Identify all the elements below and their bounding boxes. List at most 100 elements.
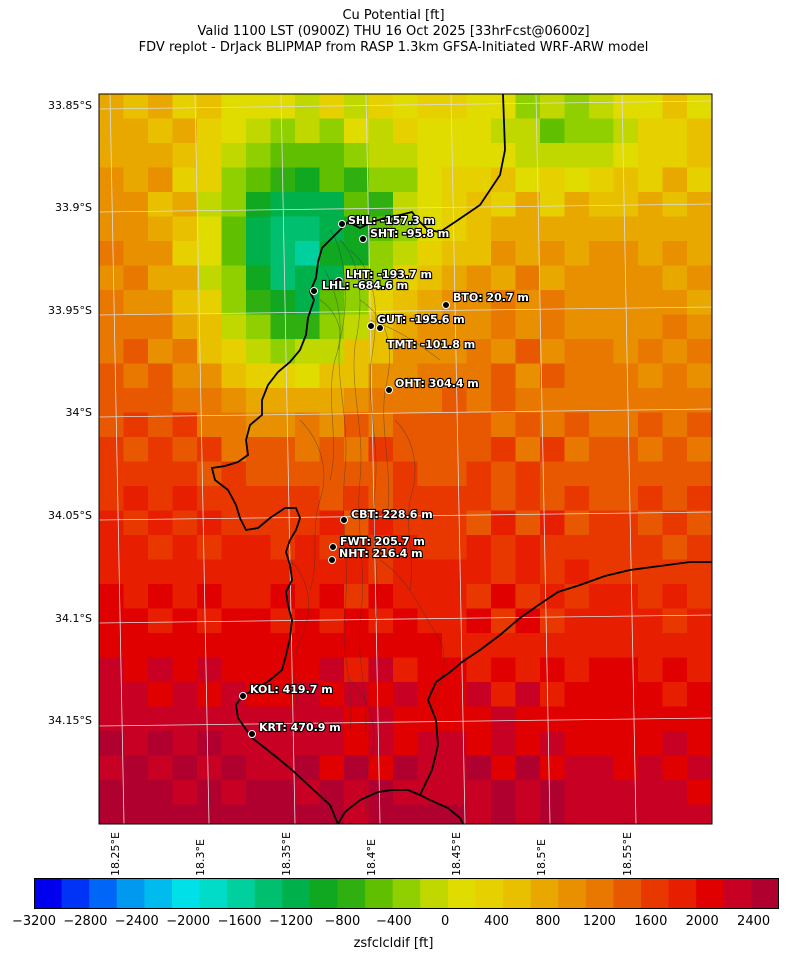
grid-cell xyxy=(564,265,590,291)
grid-cell xyxy=(270,412,296,438)
grid-cell xyxy=(123,167,149,193)
grid-cell xyxy=(564,633,590,658)
grid-cell xyxy=(442,143,467,168)
grid-cell xyxy=(417,118,443,144)
coastline xyxy=(210,93,712,825)
station-marker-shl xyxy=(338,220,346,228)
grid-cell xyxy=(442,633,467,658)
grid-cell xyxy=(417,216,443,242)
grid-cell xyxy=(589,510,614,536)
grid-cell xyxy=(662,314,688,340)
grid-cell xyxy=(368,608,394,634)
lon-tick-label: 18.3°E xyxy=(194,839,207,876)
grid-cell xyxy=(466,363,492,389)
grid-cell xyxy=(344,241,369,266)
grid-cell xyxy=(540,461,565,487)
grid-cell xyxy=(564,486,590,511)
colorbar-swatch xyxy=(282,878,311,909)
grid-cell xyxy=(221,118,247,144)
grid-cell xyxy=(319,682,345,707)
grid-cell xyxy=(417,412,443,438)
colorbar-swatch xyxy=(613,878,642,909)
grid-cell xyxy=(393,363,418,389)
grid-cell xyxy=(270,265,296,291)
grid-cell xyxy=(393,94,418,119)
grid-cell xyxy=(491,706,516,732)
colorbar-swatch xyxy=(254,878,283,909)
grid-cell xyxy=(515,461,541,487)
grid-cell xyxy=(687,118,712,144)
grid-cell xyxy=(466,437,492,462)
grid-cell xyxy=(172,339,198,364)
grid-cell xyxy=(148,780,173,805)
grid-cell xyxy=(589,804,614,825)
grid-cell xyxy=(589,167,614,193)
grid-cell xyxy=(466,412,492,438)
grid-cell xyxy=(172,731,198,756)
colorbar-swatch xyxy=(585,878,614,909)
grid-cell xyxy=(148,192,173,217)
grid-cell xyxy=(197,633,222,658)
grid-cell xyxy=(295,363,320,389)
lon-tick-label: 18.45°E xyxy=(450,832,463,876)
grid-cell xyxy=(466,94,492,119)
grid-cell xyxy=(491,314,516,340)
latitude-line xyxy=(98,100,713,110)
grid-cell xyxy=(197,241,222,266)
chart-subtitle-model: FDV replot - DrJack BLIPMAP from RASP 1.… xyxy=(138,40,649,55)
grid-cell xyxy=(221,265,247,291)
grid-cell xyxy=(638,633,663,658)
grid-cell xyxy=(638,265,663,291)
grid-cell xyxy=(172,780,198,805)
grid-cell xyxy=(638,461,663,487)
grid-cell xyxy=(442,486,467,511)
grid-cell xyxy=(589,608,614,634)
grid-cell xyxy=(466,241,492,266)
grid-cell xyxy=(172,559,198,585)
grid-cell xyxy=(687,290,712,315)
grid-cell xyxy=(442,118,467,144)
grid-cell xyxy=(221,412,247,438)
grid-cell xyxy=(393,388,418,413)
grid-cell xyxy=(515,290,541,315)
grid-cell xyxy=(99,559,124,585)
grid-cell xyxy=(491,608,516,634)
grid-cell xyxy=(197,535,222,560)
grid-cell xyxy=(393,633,418,658)
grid-cell xyxy=(197,437,222,462)
grid-cell xyxy=(172,192,198,217)
grid-cell xyxy=(197,143,222,168)
grid-cell xyxy=(466,804,492,825)
grid-cell xyxy=(270,755,296,781)
grid-cell xyxy=(270,437,296,462)
grid-cell xyxy=(246,241,271,266)
grid-cell xyxy=(662,608,688,634)
grid-cell xyxy=(99,780,124,805)
grid-cell xyxy=(515,388,541,413)
grid-cell xyxy=(319,584,345,609)
grid-cell xyxy=(466,339,492,364)
longitude-line xyxy=(109,93,125,825)
grid-cell xyxy=(442,780,467,805)
grid-cell xyxy=(540,535,565,560)
grid-cell xyxy=(148,216,173,242)
grid-cell xyxy=(613,388,639,413)
grid-cell xyxy=(368,167,394,193)
lon-tick-label: 18.55°E xyxy=(621,832,634,876)
graticule xyxy=(98,93,713,825)
grid-cell xyxy=(515,804,541,825)
grid-cell xyxy=(540,657,565,683)
grid-cell xyxy=(368,804,394,825)
grid-cell xyxy=(687,682,712,707)
grid-cell xyxy=(319,755,345,781)
grid-cell xyxy=(99,241,124,266)
grid-cell xyxy=(540,216,565,242)
station-label-kol: KOL: 419.7 m xyxy=(250,683,333,696)
grid-cell xyxy=(172,706,198,732)
grid-cell xyxy=(687,216,712,242)
grid-cell xyxy=(589,731,614,756)
grid-cell xyxy=(99,657,124,683)
grid-cell xyxy=(172,412,198,438)
grid-cell xyxy=(491,755,516,781)
grid-cell xyxy=(662,388,688,413)
